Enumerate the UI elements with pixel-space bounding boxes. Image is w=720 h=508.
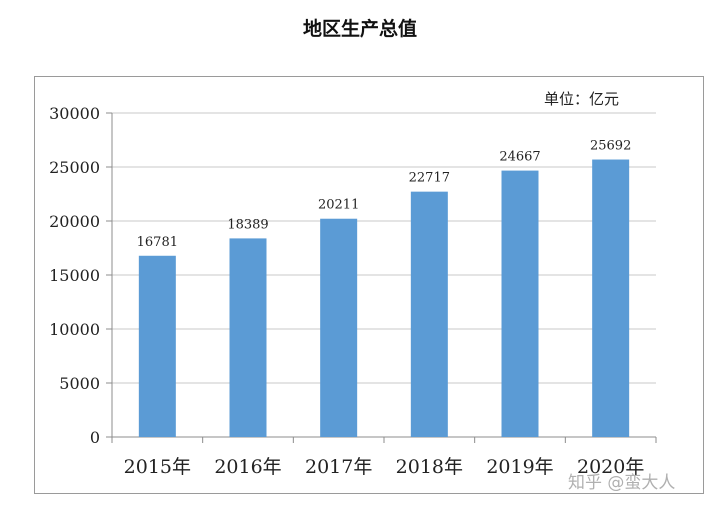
data-label: 22717 xyxy=(409,171,450,186)
bar xyxy=(592,159,630,437)
chart-title: 地区生产总值 xyxy=(302,18,417,40)
unit-label: 单位：亿元 xyxy=(544,90,620,108)
watermark: 知乎 @蛮大人 xyxy=(568,473,676,493)
data-label: 25692 xyxy=(590,139,631,154)
x-tick-label: 2018年 xyxy=(396,456,463,478)
y-tick-label: 0 xyxy=(90,428,100,447)
data-label: 18389 xyxy=(227,217,268,232)
y-tick-label: 20000 xyxy=(49,212,100,231)
bar xyxy=(138,255,176,437)
data-label: 20211 xyxy=(318,198,359,213)
y-tick-label: 15000 xyxy=(49,266,100,285)
x-tick-label: 2017年 xyxy=(305,456,372,478)
bar xyxy=(229,238,267,437)
y-tick-label: 25000 xyxy=(49,158,100,177)
y-tick-label: 5000 xyxy=(59,374,100,393)
y-tick-label: 30000 xyxy=(49,104,100,123)
x-tick-label: 2016年 xyxy=(214,456,281,478)
data-label: 24667 xyxy=(499,150,540,165)
y-tick-label: 10000 xyxy=(49,320,100,339)
x-tick-label: 2019年 xyxy=(486,456,553,478)
x-tick-label: 2015年 xyxy=(124,456,191,478)
bar xyxy=(320,218,358,437)
chart-frame xyxy=(34,76,704,494)
data-label: 16781 xyxy=(137,235,178,250)
bar xyxy=(501,170,539,437)
x-tick-label: 2020年 xyxy=(577,456,644,478)
bar xyxy=(410,191,448,437)
